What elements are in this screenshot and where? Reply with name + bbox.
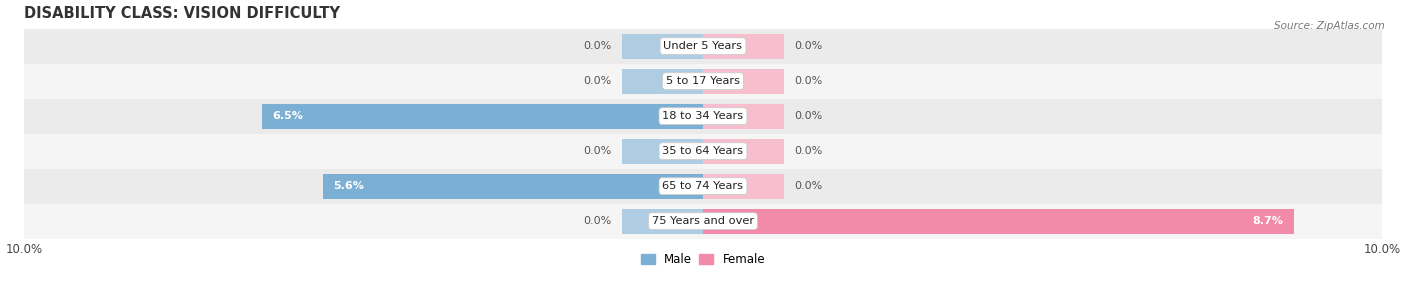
Text: 8.7%: 8.7%: [1253, 216, 1284, 226]
Text: 0.0%: 0.0%: [583, 41, 612, 51]
Bar: [703, 69, 785, 94]
Bar: [24, 169, 1382, 204]
Text: 0.0%: 0.0%: [794, 111, 823, 121]
Text: 0.0%: 0.0%: [583, 216, 612, 226]
Text: Source: ZipAtlas.com: Source: ZipAtlas.com: [1274, 21, 1385, 31]
Text: 18 to 34 Years: 18 to 34 Years: [662, 111, 744, 121]
Bar: [24, 99, 1382, 134]
Text: 75 Years and over: 75 Years and over: [652, 216, 754, 226]
Bar: [703, 138, 785, 164]
Bar: [24, 134, 1382, 169]
Bar: [703, 104, 785, 129]
Text: 5 to 17 Years: 5 to 17 Years: [666, 76, 740, 86]
Bar: [703, 34, 785, 59]
Bar: [703, 174, 785, 199]
Text: 0.0%: 0.0%: [583, 146, 612, 156]
Text: 0.0%: 0.0%: [794, 41, 823, 51]
Text: 0.0%: 0.0%: [794, 181, 823, 191]
Text: 65 to 74 Years: 65 to 74 Years: [662, 181, 744, 191]
Bar: [24, 204, 1382, 239]
Text: 0.0%: 0.0%: [794, 76, 823, 86]
Bar: [621, 34, 703, 59]
Bar: [621, 138, 703, 164]
Text: 0.0%: 0.0%: [583, 76, 612, 86]
Bar: [262, 104, 703, 129]
Bar: [621, 69, 703, 94]
Text: 0.0%: 0.0%: [794, 146, 823, 156]
Bar: [703, 209, 1294, 234]
Text: DISABILITY CLASS: VISION DIFFICULTY: DISABILITY CLASS: VISION DIFFICULTY: [24, 5, 340, 20]
Bar: [24, 64, 1382, 99]
Text: Under 5 Years: Under 5 Years: [664, 41, 742, 51]
Text: 5.6%: 5.6%: [333, 181, 364, 191]
Legend: Male, Female: Male, Female: [636, 248, 770, 271]
Text: 6.5%: 6.5%: [271, 111, 302, 121]
Bar: [323, 174, 703, 199]
Bar: [24, 29, 1382, 64]
Text: 35 to 64 Years: 35 to 64 Years: [662, 146, 744, 156]
Bar: [621, 209, 703, 234]
